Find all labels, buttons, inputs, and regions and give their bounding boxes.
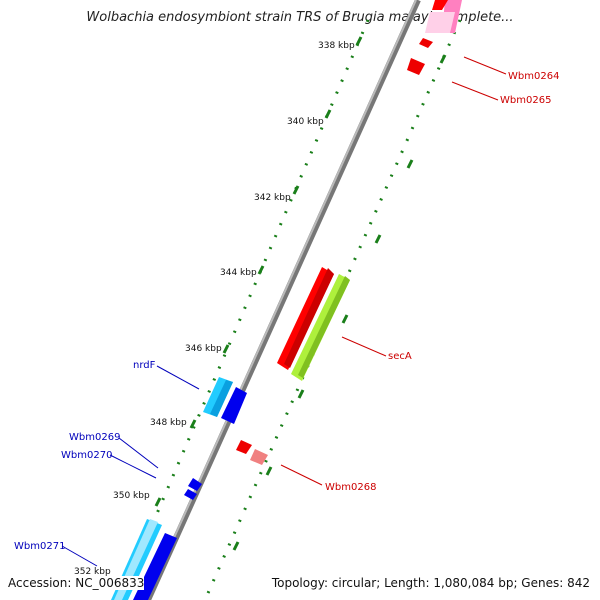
gene-top-red[interactable] — [432, 0, 448, 10]
kbp-label: 344 kbp — [220, 268, 257, 278]
gene-nrdf-blue[interactable] — [221, 387, 247, 424]
gene-label-wbm0269[interactable]: Wbm0269 — [69, 432, 120, 443]
leader-wbm0265 — [451, 81, 499, 101]
kbp-label: 340 kbp — [287, 117, 324, 127]
genome-backbone — [145, 0, 421, 600]
kbp-label: 352 kbp — [74, 567, 111, 577]
accession-text: Accession: NC_006833 — [8, 576, 145, 590]
leader-seca — [341, 336, 387, 357]
gene-wbm0270[interactable] — [184, 489, 197, 500]
topology-summary: Topology: circular; Length: 1,080,084 bp… — [271, 576, 590, 590]
gene-label-seca[interactable]: secA — [388, 351, 412, 362]
leader-wbm0268 — [280, 464, 323, 486]
gene-wbm0268-b[interactable] — [250, 449, 268, 465]
gene-label-wbm0268[interactable]: Wbm0268 — [325, 482, 376, 493]
kbp-label: 348 kbp — [150, 418, 187, 428]
leader-wbm0271 — [61, 545, 98, 567]
gene-label-wbm0270[interactable]: Wbm0270 — [61, 450, 112, 461]
gene-label-wbm0265[interactable]: Wbm0265 — [500, 95, 551, 106]
kbp-label: 350 kbp — [113, 491, 150, 501]
gene-nrdf-cyan-shade — [210, 380, 233, 417]
gene-seca-red-shade — [284, 268, 334, 368]
gene-wbm0264[interactable] — [419, 38, 433, 48]
leader-wbm0270 — [109, 454, 157, 479]
gene-label-wbm0271[interactable]: Wbm0271 — [14, 541, 65, 552]
leader-nrdf — [156, 365, 200, 390]
gene-wbm0269[interactable] — [188, 478, 202, 491]
gene-wbm0265[interactable] — [407, 58, 425, 75]
gene-label-nrdf[interactable]: nrdF — [133, 360, 156, 371]
leader-wbm0264 — [463, 56, 507, 75]
gene-wbm0268-a[interactable] — [236, 440, 252, 454]
ruler-dots-right — [203, 19, 462, 600]
gene-seca-lime-shade — [298, 276, 350, 378]
major-ticks-right — [232, 54, 447, 551]
gene-label-wbm0264[interactable]: Wbm0264 — [508, 71, 559, 82]
major-ticks-left — [154, 36, 363, 507]
kbp-label: 346 kbp — [185, 344, 222, 354]
kbp-label: 342 kbp — [254, 193, 291, 203]
gene-top-light — [425, 12, 455, 33]
kbp-label: 338 kbp — [318, 41, 355, 51]
leader-wbm0269 — [118, 437, 159, 469]
genome-backbone-highlight — [145, 0, 417, 600]
